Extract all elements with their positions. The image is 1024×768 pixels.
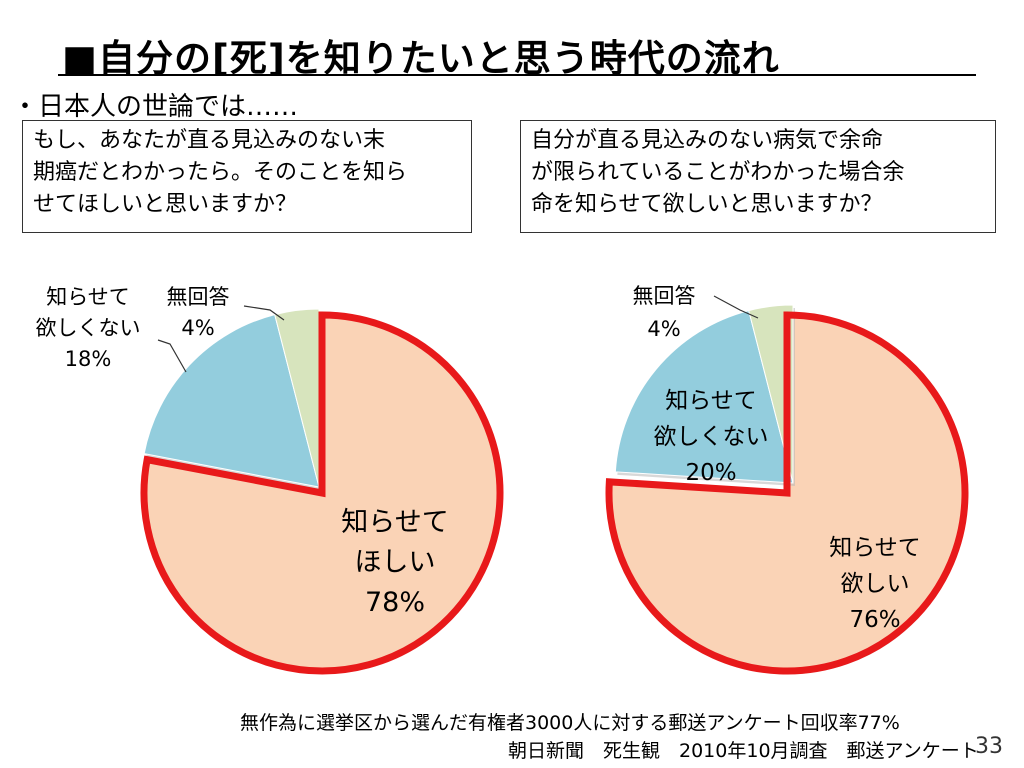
label-right-yes-line2: 欲しい <box>840 571 910 597</box>
label-left-no-value: 18% <box>64 347 112 371</box>
question-left-line: せてほしいと思いますか？ <box>33 192 298 217</box>
slice-right-na <box>748 304 794 484</box>
leader-left-no <box>157 339 187 373</box>
question-box-right: 自分が直る見込みのない病気で余命 が限られていることがわかった場合余 命を知らせ… <box>520 120 996 233</box>
label-left-yes: 知らせて ほしい 78% <box>320 503 470 623</box>
label-right-yes-line1: 知らせて <box>829 535 921 561</box>
slide-subtitle: ・日本人の世論では…… <box>12 92 299 122</box>
question-left-line: もし、あなたが直る見込みのない末 <box>33 128 386 153</box>
label-right-no: 知らせて 欲しくない 20% <box>645 383 777 491</box>
label-left-no: 知らせて 欲しくない 18% <box>22 282 154 375</box>
label-left-na-value: 4% <box>181 316 215 340</box>
question-right-line: が限られていることがわかった場合余 <box>531 160 905 185</box>
page-number: 33 <box>975 734 1003 759</box>
label-left-yes-value: 78% <box>364 587 425 618</box>
label-right-na-value: 4% <box>647 317 681 341</box>
title-underline <box>58 74 976 76</box>
question-box-left: もし、あなたが直る見込みのない末 期癌だとわかったら。そのことを知ら せてほしい… <box>22 120 472 233</box>
slice-left-no <box>143 313 320 488</box>
leader-right-na <box>713 295 759 319</box>
label-left-no-line1: 知らせて <box>46 285 130 309</box>
label-left-no-line2: 欲しくない <box>35 316 141 340</box>
question-right-line: 命を知らせて欲しいと思いますか？ <box>531 192 883 217</box>
slide-title: ■自分の[死]を知りたいと思う時代の流れ <box>62 37 780 80</box>
question-right-line: 自分が直る見込みのない病気で余命 <box>531 128 884 153</box>
label-right-no-line1: 知らせて <box>665 388 757 414</box>
footnote-source: 朝日新聞 死生観 2010年10月調査 郵送アンケート <box>508 740 979 762</box>
question-left-line: 期癌だとわかったら。そのことを知ら <box>33 160 408 185</box>
label-right-na-line1: 無回答 <box>632 284 696 308</box>
label-right-no-value: 20% <box>685 460 737 486</box>
footnote-survey: 無作為に選挙区から選んだ有権者3000人に対する郵送アンケート回収率77% <box>240 712 900 734</box>
label-right-no-line2: 欲しくない <box>653 424 769 450</box>
highlight-right-yes <box>605 311 969 675</box>
label-left-na: 無回答 4% <box>152 282 244 344</box>
label-left-yes-line2: ほしい <box>354 547 436 578</box>
label-right-na: 無回答 4% <box>614 280 714 346</box>
highlight-left-yes <box>140 311 504 675</box>
slice-left-na <box>274 308 320 488</box>
leader-left-na <box>243 305 285 321</box>
label-left-yes-line1: 知らせて <box>341 507 449 538</box>
label-right-yes-value: 76% <box>849 607 901 633</box>
slice-right-no <box>614 309 794 484</box>
label-left-na-line1: 無回答 <box>166 285 230 309</box>
label-right-yes: 知らせて 欲しい 76% <box>810 530 940 638</box>
